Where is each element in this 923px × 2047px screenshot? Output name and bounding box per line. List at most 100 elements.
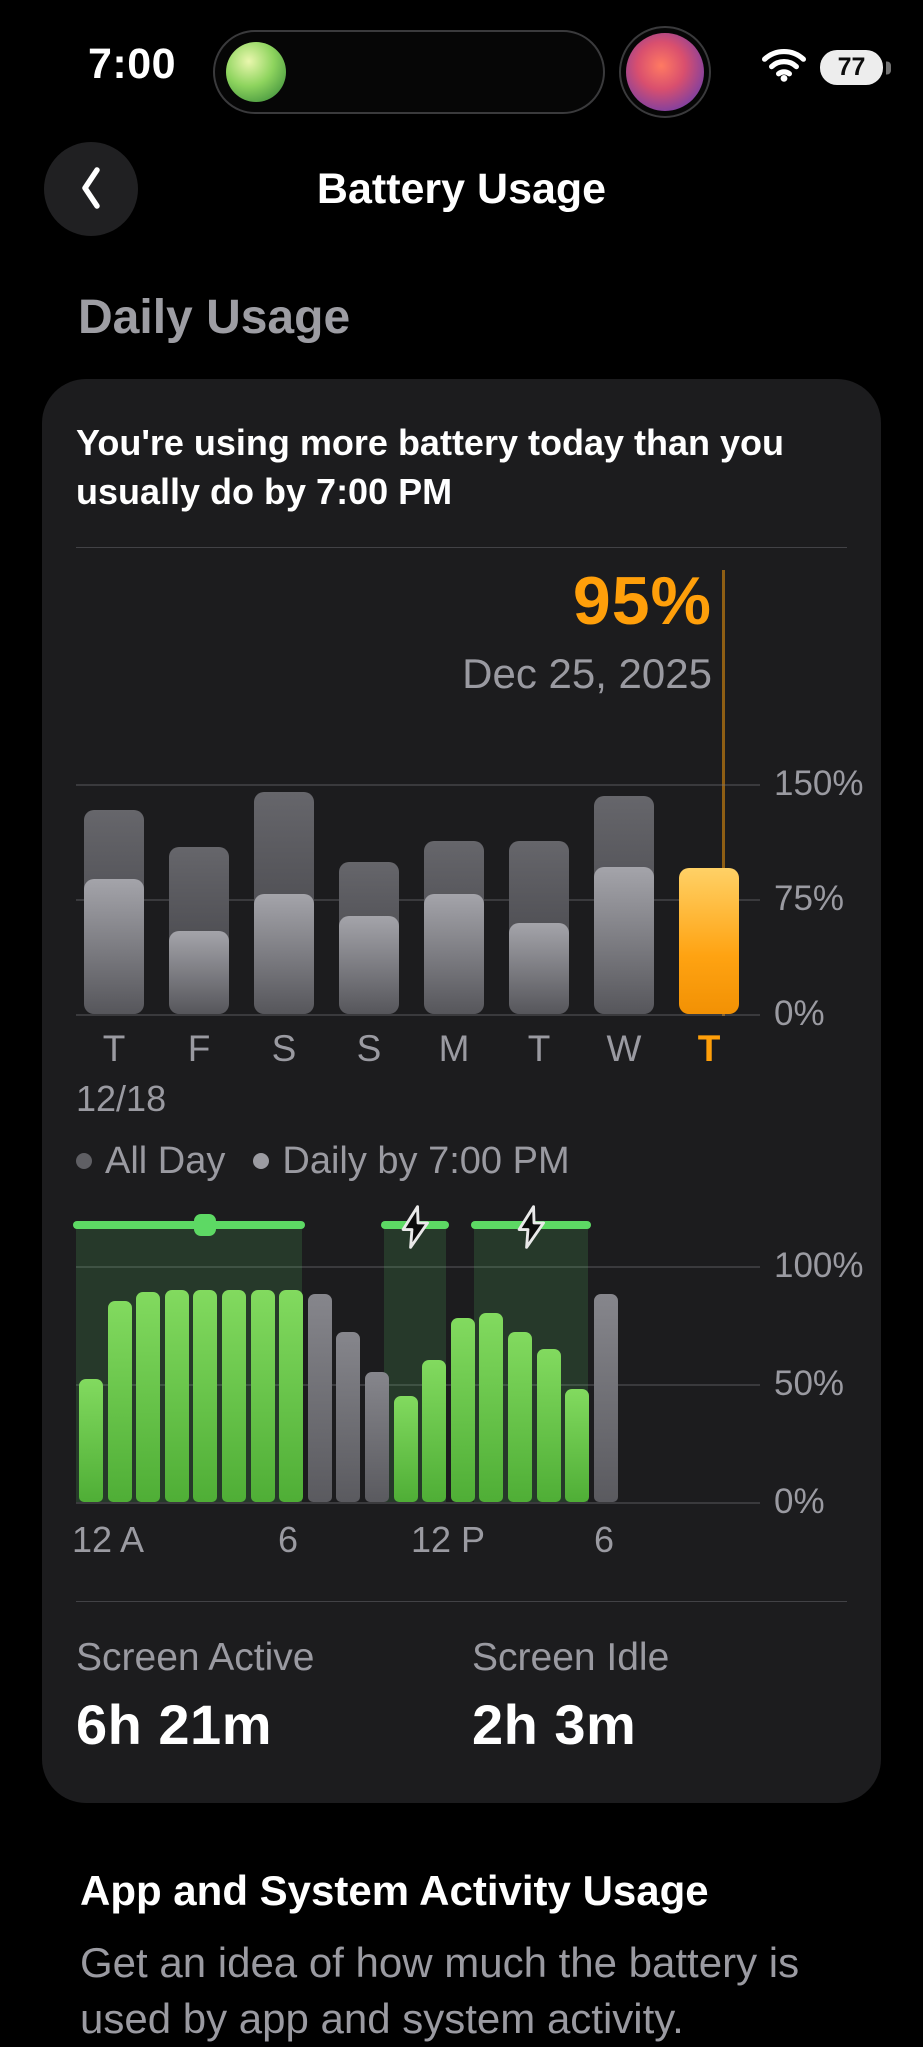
status-icons: 77: [761, 48, 891, 87]
weekly-bar[interactable]: [339, 862, 399, 1014]
weekly-usage-chart[interactable]: 95% Dec 25, 2025 150% 75% 0% T F S S M T W T 12/1…: [76, 554, 864, 1120]
legend-dot-daily-by: [253, 1153, 270, 1170]
activity-usage-description: Get an idea of how much the battery is u…: [80, 1938, 800, 2042]
by-7pm-segment: [424, 894, 484, 1014]
legend-dot-all-day: [76, 1153, 92, 1170]
gridline: [76, 1383, 760, 1386]
time-label: 6: [277, 1518, 299, 1560]
selected-day-annotation: 95% Dec 25, 2025: [76, 562, 712, 698]
y-axis-label: 50%: [774, 1363, 845, 1403]
by-7pm-segment: [594, 866, 654, 1014]
screen-time-stats: Screen Active 6h 21m Screen Idle 2h 3m: [76, 1636, 847, 1757]
gridline: [76, 1501, 760, 1504]
hour-bar[interactable]: [336, 1332, 361, 1502]
section-title: Daily Usage: [78, 291, 351, 344]
legend-label-daily-by: Daily by 7:00 PM: [282, 1139, 570, 1182]
usage-headline: You're using more battery today than you…: [76, 422, 784, 512]
weekly-bars: [76, 554, 847, 1120]
battery-indicator: 77: [820, 50, 891, 85]
live-activity-left-icon: [225, 42, 286, 102]
hour-bar[interactable]: [536, 1348, 561, 1502]
selection-line: [722, 569, 725, 1016]
gridline: [76, 783, 760, 786]
hour-bar[interactable]: [393, 1395, 418, 1502]
weekly-bar[interactable]: [509, 840, 569, 1014]
y-axis-label: 0%: [774, 993, 825, 1033]
dynamic-island-secondary[interactable]: [618, 26, 711, 118]
legend-label-all-day: All Day: [105, 1139, 226, 1182]
hour-bar[interactable]: [479, 1313, 504, 1502]
by-7pm-segment: [84, 879, 144, 1014]
dynamic-island-pill[interactable]: [212, 30, 605, 114]
gridline: [76, 898, 760, 901]
divider: [76, 546, 847, 548]
weekly-gridlines: 150% 75% 0%: [76, 554, 864, 1120]
level-time-labels: 12 A 6 12 P 6: [72, 1219, 847, 1571]
time-label: 6: [593, 1518, 615, 1560]
day-label: F: [187, 1027, 211, 1069]
hour-bar[interactable]: [250, 1289, 275, 1502]
screen-active-value: 6h 21m: [76, 1692, 272, 1756]
hour-bar[interactable]: [136, 1291, 161, 1502]
live-activity-right-icon: [625, 33, 704, 111]
time-label: 12 P: [410, 1518, 486, 1560]
weekly-bar[interactable]: [254, 791, 314, 1014]
hour-bar[interactable]: [279, 1289, 304, 1502]
hour-bar[interactable]: [450, 1317, 475, 1502]
level-bars: [76, 1219, 847, 1571]
weekly-bar[interactable]: [594, 796, 654, 1014]
by-7pm-segment: [509, 923, 569, 1014]
axis-start-date: 12/18: [76, 1077, 167, 1119]
hour-bar[interactable]: [508, 1332, 532, 1502]
level-gridlines: 100% 50% 0%: [76, 1219, 864, 1571]
selected-day-value: 95%: [572, 562, 712, 639]
by-7pm-segment: [254, 894, 314, 1014]
charging-region-top: [73, 1220, 305, 1229]
screen-idle-label: Screen Idle: [472, 1635, 670, 1679]
hour-bar[interactable]: [79, 1379, 103, 1502]
weekly-bar[interactable]: [84, 810, 144, 1014]
day-label: T: [102, 1027, 126, 1069]
time-label: 12 A: [71, 1518, 145, 1560]
status-time: 7:00: [88, 40, 177, 88]
screen-active-stat: Screen Active 6h 21m: [76, 1636, 472, 1757]
daily-usage-card: You're using more battery today than you…: [42, 379, 881, 1803]
hour-bar[interactable]: [422, 1360, 447, 1502]
back-button[interactable]: [44, 142, 138, 236]
weekly-bar[interactable]: [169, 846, 229, 1014]
legend-item-all-day: All Day: [76, 1140, 225, 1183]
hour-bar[interactable]: [307, 1294, 332, 1502]
page-title: Battery Usage: [316, 165, 607, 213]
hour-bar[interactable]: [107, 1301, 132, 1502]
day-label: S: [356, 1027, 382, 1069]
by-7pm-segment: [169, 931, 229, 1014]
status-bar: 7:00 77: [0, 0, 923, 140]
hour-bar[interactable]: [193, 1289, 218, 1502]
weekly-bar[interactable]: [679, 868, 739, 1014]
y-axis-label: 75%: [774, 878, 845, 918]
y-axis-label: 0%: [774, 1481, 825, 1521]
hour-bar[interactable]: [222, 1289, 246, 1502]
y-axis-label: 100%: [774, 1245, 864, 1285]
charging-bolt-icon: [398, 1205, 432, 1249]
selected-day-date: Dec 25, 2025: [462, 649, 712, 697]
day-label: W: [606, 1027, 642, 1069]
day-label: T: [697, 1027, 721, 1069]
weekly-bar[interactable]: [424, 840, 484, 1014]
battery-level-chart[interactable]: 100% 50% 0% 12 A 6 12 P 6: [72, 1205, 864, 1571]
dynamic-island[interactable]: [212, 26, 711, 118]
wifi-icon: [761, 48, 807, 87]
gridline: [76, 1265, 760, 1268]
battery-percent-text: 77: [837, 53, 866, 81]
chart-legend: All Day Daily by 7:00 PM: [76, 1140, 847, 1183]
hour-bar[interactable]: [565, 1388, 590, 1502]
day-label: S: [271, 1027, 297, 1069]
hour-bar[interactable]: [593, 1294, 618, 1502]
hour-bar[interactable]: [365, 1372, 389, 1502]
hour-bar[interactable]: [164, 1289, 189, 1502]
day-label: T: [527, 1027, 551, 1069]
y-axis-label: 150%: [774, 763, 864, 803]
gridline: [76, 1013, 760, 1016]
